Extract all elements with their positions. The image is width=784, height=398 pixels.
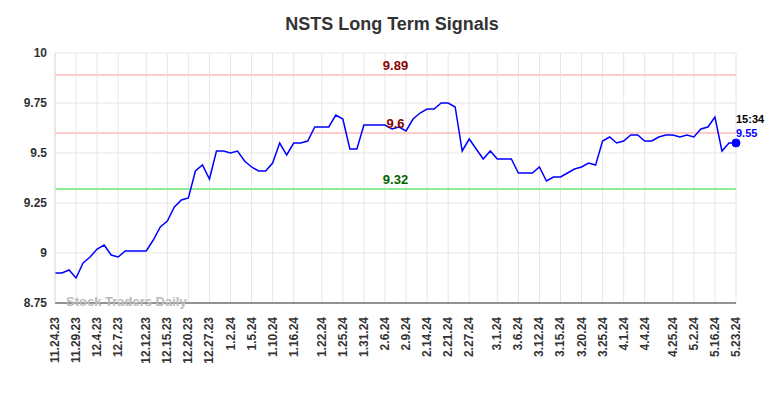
svg-text:4.25.24: 4.25.24 — [666, 317, 680, 357]
svg-text:11.24.23: 11.24.23 — [48, 317, 62, 363]
svg-text:2.27.24: 2.27.24 — [462, 317, 476, 357]
svg-text:3.1.24: 3.1.24 — [490, 317, 504, 351]
svg-text:10: 10 — [34, 46, 48, 60]
svg-text:1.22.24: 1.22.24 — [315, 317, 329, 357]
svg-text:1.31.24: 1.31.24 — [357, 317, 371, 357]
svg-text:3.20.24: 3.20.24 — [575, 317, 589, 357]
svg-text:5.23.24: 5.23.24 — [729, 317, 743, 357]
svg-text:9.25: 9.25 — [24, 196, 48, 210]
html-text:Stock Traders Daily: Stock Traders Daily — [66, 294, 187, 309]
svg-text:2.14.24: 2.14.24 — [420, 317, 434, 357]
svg-text:1.2.24: 1.2.24 — [224, 317, 238, 351]
svg-text:9.6: 9.6 — [386, 116, 404, 131]
svg-text:4.1.24: 4.1.24 — [617, 317, 631, 351]
svg-text:5.2.24: 5.2.24 — [687, 317, 701, 351]
svg-text:9.89: 9.89 — [383, 58, 408, 73]
svg-text:2.6.24: 2.6.24 — [378, 317, 392, 351]
svg-text:15:34: 15:34 — [736, 113, 765, 125]
svg-text:3.12.24: 3.12.24 — [532, 317, 546, 357]
svg-text:3.15.24: 3.15.24 — [553, 317, 567, 357]
svg-text:1.10.24: 1.10.24 — [266, 317, 280, 357]
svg-text:3.6.24: 3.6.24 — [511, 317, 525, 351]
svg-text:9.55: 9.55 — [736, 127, 757, 139]
svg-text:12.15.23: 12.15.23 — [160, 317, 174, 364]
svg-text:5.16.24: 5.16.24 — [708, 317, 722, 357]
svg-text:12.12.23: 12.12.23 — [139, 317, 153, 364]
svg-text:4.4.24: 4.4.24 — [638, 317, 652, 351]
svg-text:1.16.24: 1.16.24 — [287, 317, 301, 357]
svg-text:12.27.23: 12.27.23 — [202, 317, 216, 364]
svg-text:12.7.23: 12.7.23 — [111, 317, 125, 357]
svg-text:9: 9 — [40, 246, 47, 260]
svg-text:2.21.24: 2.21.24 — [441, 317, 455, 357]
svg-text:12.4.23: 12.4.23 — [90, 317, 104, 357]
svg-text:9.5: 9.5 — [30, 146, 47, 160]
svg-text:8.75: 8.75 — [24, 296, 48, 310]
html-text:NSTS Long Term Signals: NSTS Long Term Signals — [285, 14, 499, 34]
svg-text:11.29.23: 11.29.23 — [69, 317, 83, 363]
svg-text:9.75: 9.75 — [24, 96, 48, 110]
svg-text:12.20.23: 12.20.23 — [181, 317, 195, 364]
svg-text:2.9.24: 2.9.24 — [399, 317, 413, 351]
svg-text:9.32: 9.32 — [383, 172, 408, 187]
svg-text:1.25.24: 1.25.24 — [336, 317, 350, 357]
svg-text:1.5.24: 1.5.24 — [245, 317, 259, 351]
svg-text:3.25.24: 3.25.24 — [596, 317, 610, 357]
